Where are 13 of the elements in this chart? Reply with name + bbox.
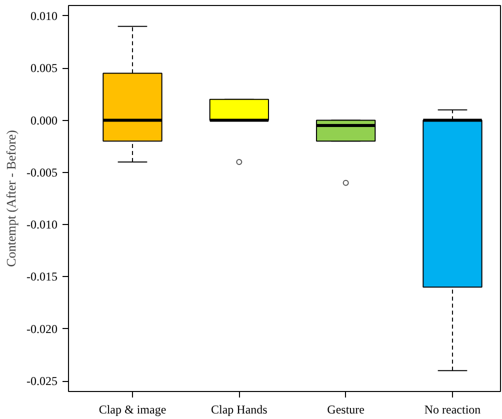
y-tick-label: 0.000 [30, 113, 58, 128]
x-tick-label: Gesture [327, 402, 364, 416]
y-axis-title: Contempt (After - Before) [4, 130, 19, 267]
y-tick-label: 0.010 [30, 8, 58, 23]
y-tick-label: -0.005 [26, 165, 58, 180]
y-tick-label: -0.020 [26, 322, 58, 336]
y-tick-label: -0.015 [26, 270, 58, 284]
x-tick-label: No reaction [424, 402, 481, 416]
x-tick-label: Clap Hands [211, 402, 268, 416]
y-tick-label: 0.005 [30, 61, 58, 76]
y-tick-label: -0.025 [26, 374, 58, 388]
x-tick-label: Clap & image [98, 402, 166, 416]
y-tick-label: -0.010 [26, 218, 58, 232]
